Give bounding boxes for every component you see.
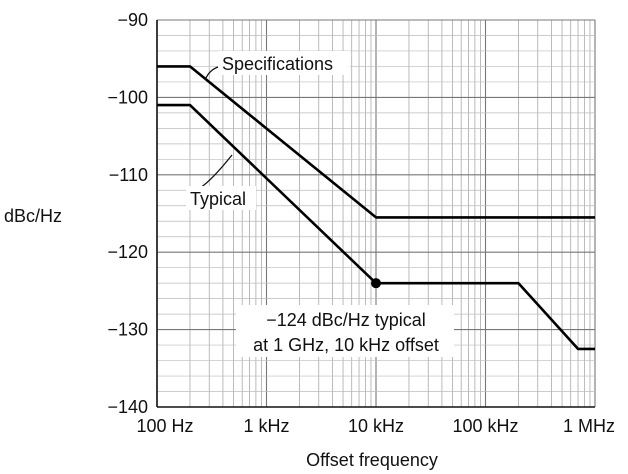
annotation-line-2: at 1 GHz, 10 kHz offset [253, 335, 439, 355]
y-tick-label: −130 [107, 320, 148, 340]
y-tick-label: −100 [107, 87, 148, 107]
y-tick-label: −90 [117, 10, 148, 30]
x-tick-label: 1 MHz [563, 416, 615, 436]
x-tick-labels: 100 Hz 1 kHz 10 kHz 100 kHz 1 MHz [136, 416, 615, 436]
x-tick-label: 1 kHz [243, 416, 289, 436]
y-tick-labels: −90 −100 −110 −120 −130 −140 [107, 10, 148, 417]
specifications-label-backdrop [218, 51, 350, 75]
typical-label-backdrop [186, 186, 256, 210]
annotation-backdrop [236, 305, 454, 357]
typical-label: Typical [190, 189, 246, 209]
annotation-line-1: −124 dBc/Hz typical [266, 310, 426, 330]
series-layer [157, 65, 595, 351]
specifications-label: Specifications [222, 54, 333, 74]
y-tick-label: −140 [107, 397, 148, 417]
x-tick-label: 100 Hz [136, 416, 193, 436]
y-tick-label: −120 [107, 242, 148, 262]
x-axis-label: Offset frequency [306, 450, 438, 470]
series-line-typical [157, 103, 595, 351]
data-marker-10khz [371, 278, 381, 289]
y-axis-label: dBc/Hz [4, 206, 62, 226]
x-tick-label: 100 kHz [452, 416, 518, 436]
x-tick-label: 10 kHz [348, 416, 404, 436]
y-tick-label: −110 [109, 165, 148, 185]
series-line-specifications [157, 65, 595, 219]
